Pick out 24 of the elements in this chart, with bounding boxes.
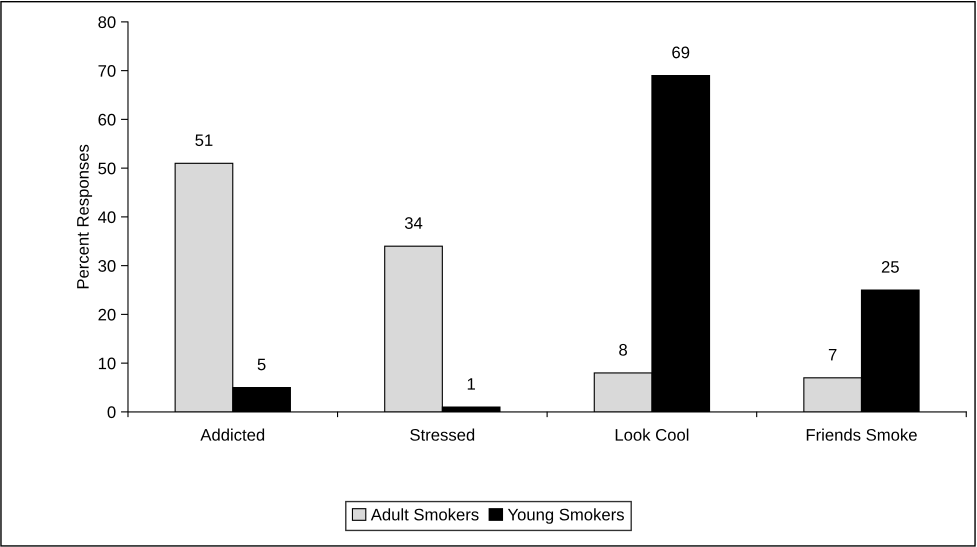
y-tick-label: 10 [98,358,116,370]
y-tick-label: 70 [98,65,116,77]
x-tick-label: Friends Smoke [806,428,917,441]
x-tick-label: Look Cool [616,428,688,441]
y-tick-label: 30 [98,260,116,272]
legend-label: Young Smokers [508,508,624,524]
y-tick-label: 50 [98,162,116,174]
y-axis-title: Percent Responses [77,144,92,288]
data-label: 69 [672,46,690,58]
y-tick-label: 0 [108,406,116,418]
y-tick-label: 40 [98,211,116,224]
data-label: 8 [619,344,627,356]
data-label: 7 [828,348,836,360]
legend-label: Adult Smokers [370,508,479,520]
data-label: 1 [468,378,475,390]
x-tick-label: Addicted [200,428,264,441]
data-label: 25 [882,261,899,273]
y-tick-label: 60 [98,114,116,126]
y-tick-label: 80 [98,16,116,28]
y-tick-label: 20 [98,308,116,321]
data-label: 34 [404,217,422,229]
data-label: 5 [258,358,266,370]
data-label: 51 [195,134,212,146]
x-tick-label: Stressed [410,428,474,441]
